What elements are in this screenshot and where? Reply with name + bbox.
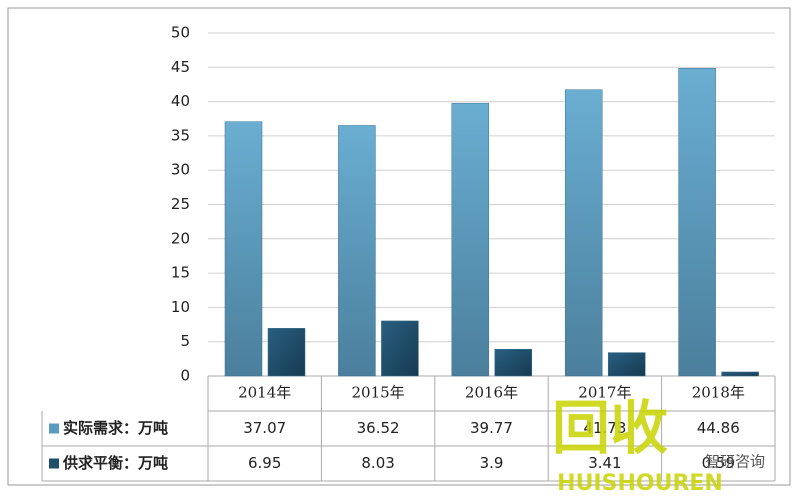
y-tick-label: 10 bbox=[171, 298, 190, 316]
x-tick-label: 2014年 bbox=[238, 384, 291, 402]
y-tick-label: 35 bbox=[171, 126, 190, 144]
x-tick-label: 2016年 bbox=[465, 384, 518, 402]
table-value: 3.9 bbox=[480, 454, 504, 472]
y-tick-label: 15 bbox=[171, 264, 190, 282]
legend-label: 供求平衡：万吨 bbox=[62, 454, 168, 472]
y-tick-label: 0 bbox=[180, 367, 190, 385]
table-value: 3.41 bbox=[588, 454, 621, 472]
x-tick-label: 2017年 bbox=[578, 384, 631, 402]
y-tick-label: 5 bbox=[180, 332, 190, 350]
table-value: 37.07 bbox=[243, 419, 286, 437]
bar bbox=[381, 320, 419, 377]
legend-label: 实际需求：万吨 bbox=[63, 419, 168, 437]
bar bbox=[607, 352, 646, 377]
table-value: 39.77 bbox=[470, 419, 513, 437]
bar bbox=[267, 328, 306, 377]
y-tick-label: 45 bbox=[171, 58, 190, 76]
watermark: 回收 bbox=[552, 394, 668, 462]
bar bbox=[338, 125, 376, 377]
frame bbox=[7, 7, 791, 486]
bar bbox=[678, 68, 716, 377]
table-value: 36.52 bbox=[357, 419, 400, 437]
table-value: 41.73 bbox=[583, 419, 626, 437]
x-tick-label: 2015年 bbox=[352, 384, 405, 402]
bar bbox=[451, 102, 490, 377]
watermark: 智研咨询 bbox=[705, 453, 765, 471]
x-tick-label: 2018年 bbox=[692, 384, 745, 402]
legend-swatch bbox=[49, 458, 59, 469]
table-value: 6.95 bbox=[248, 454, 281, 472]
y-tick-label: 50 bbox=[171, 24, 190, 42]
y-tick-label: 25 bbox=[171, 195, 190, 213]
y-tick-label: 40 bbox=[171, 92, 190, 110]
bar bbox=[721, 371, 759, 377]
bar bbox=[564, 89, 603, 377]
y-tick-label: 30 bbox=[171, 161, 190, 179]
bar bbox=[224, 121, 263, 377]
watermark: HUISHOUREN bbox=[557, 471, 723, 496]
y-tick-label: 20 bbox=[171, 229, 190, 247]
table-value: 0.59 bbox=[702, 454, 735, 472]
bar bbox=[494, 348, 533, 377]
legend-swatch bbox=[49, 423, 59, 434]
table-value: 8.03 bbox=[361, 454, 394, 472]
table-value: 44.86 bbox=[697, 419, 740, 437]
